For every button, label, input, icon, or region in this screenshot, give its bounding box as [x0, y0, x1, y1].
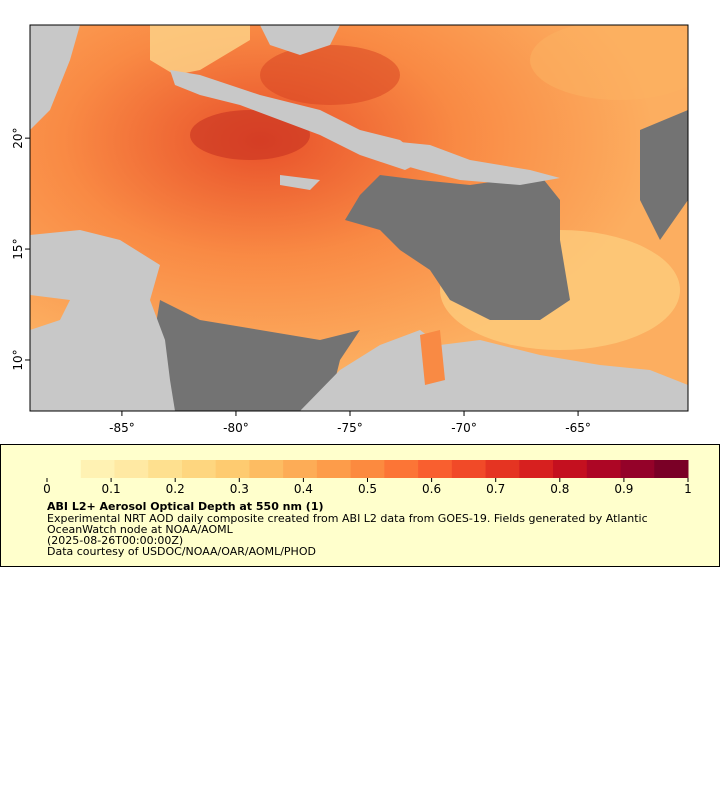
y-tick-label: 20°: [11, 127, 25, 148]
legend-line: OceanWatch node at NOAA/AOML: [47, 523, 234, 536]
x-tick-label: -70°: [451, 421, 477, 435]
aod-field: [420, 330, 445, 385]
colorbar-tick-label: 1: [684, 482, 692, 496]
x-tick-label: -80°: [223, 421, 249, 435]
y-tick-label: 15°: [11, 238, 25, 259]
land: [30, 25, 80, 130]
colorbar-swatch: [350, 460, 385, 478]
aod-high: [190, 110, 310, 160]
no-data: [640, 110, 688, 240]
colorbar-swatch: [654, 460, 689, 478]
legend-lines: Experimental NRT AOD daily composite cre…: [47, 512, 648, 558]
land: [30, 230, 175, 411]
colorbar-swatch: [620, 460, 655, 478]
colorbar-swatch: [249, 460, 284, 478]
legend-title: ABI L2+ Aerosol Optical Depth at 550 nm …: [47, 500, 324, 513]
colorbar-swatch: [451, 460, 487, 478]
colorbar-swatch: [384, 460, 419, 478]
land: [170, 70, 425, 170]
colorbar-swatch: [80, 460, 115, 478]
colorbar-swatch: [181, 460, 217, 478]
colorbar-swatch: [316, 460, 352, 478]
colorbar-tick-label: 0.5: [358, 482, 377, 496]
colorbar-tick-label: 0.4: [294, 482, 313, 496]
x-tick-label: -75°: [337, 421, 363, 435]
legend-line: Experimental NRT AOD daily composite cre…: [47, 512, 648, 525]
colorbar-swatch: [47, 460, 82, 478]
x-tick-label: -85°: [109, 421, 135, 435]
colorbar-swatch: [114, 460, 149, 478]
colorbar-tick-label: 0.1: [102, 482, 121, 496]
no-data: [150, 300, 360, 411]
colorbar-tick-label: 0.3: [230, 482, 249, 496]
aod-high: [260, 45, 400, 105]
y-tick-label: 10°: [11, 349, 25, 370]
colorbar-swatch: [148, 460, 183, 478]
colorbar-swatch: [586, 460, 622, 478]
colorbar-tick-label: 0.7: [486, 482, 505, 496]
colorbar-swatch: [283, 460, 318, 478]
map-image: [30, 25, 688, 411]
colorbar-tick-label: 0.6: [422, 482, 441, 496]
colorbar-tick-label: 0.9: [614, 482, 633, 496]
land: [380, 140, 560, 185]
land: [300, 330, 688, 411]
land: [280, 175, 320, 190]
map-frame: [29, 24, 689, 412]
x-tick-label: -65°: [565, 421, 591, 435]
legend-line: (2025-08-26T00:00:00Z): [47, 534, 183, 547]
colorbar-tick-label: 0: [43, 482, 51, 496]
colorbar-swatch: [418, 460, 453, 478]
colorbar-tick-label: 0.2: [166, 482, 185, 496]
colorbar-swatch: [519, 460, 554, 478]
colorbar-swatch: [485, 460, 520, 478]
land: [260, 25, 340, 55]
no-data: [345, 175, 570, 320]
aod-low: [530, 25, 688, 100]
colorbar-tick-label: 0.8: [550, 482, 569, 496]
legend-line: Data courtesy of USDOC/NOAA/OAR/AOML/PHO…: [47, 545, 316, 558]
aod-low: [150, 25, 250, 75]
colorbar-swatch: [553, 460, 588, 478]
colorbar-swatch: [215, 460, 250, 478]
